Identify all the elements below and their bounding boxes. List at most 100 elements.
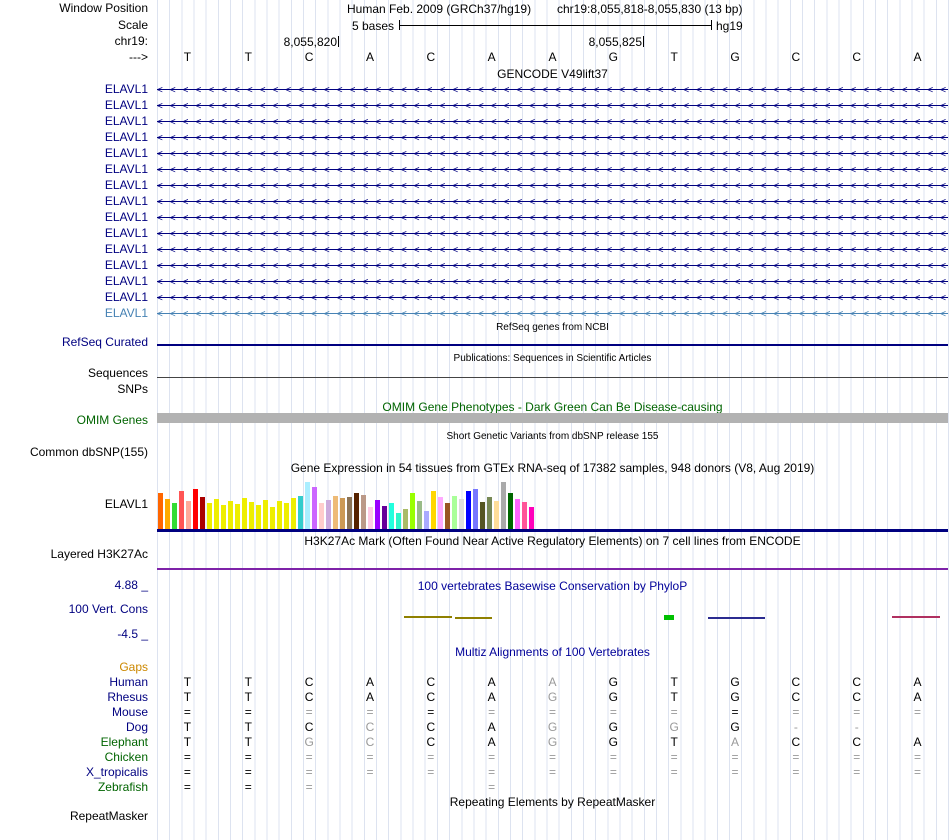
gtex-tissue-bar[interactable] (396, 513, 401, 529)
species-label[interactable]: Zebrafish (97, 780, 148, 794)
gtex-tissue-bar[interactable] (291, 498, 296, 529)
gene-label[interactable]: ELAVL1 (104, 258, 148, 272)
species-label[interactable]: Gaps (119, 660, 148, 674)
species-label[interactable]: Dog (125, 720, 148, 734)
gene-intron-arrows[interactable]: <<<<<<<<<<<<<<<<<<<<<<<<<<<<<<<<<<<<<<<<… (157, 225, 948, 241)
gene-label[interactable]: ELAVL1 (104, 114, 148, 128)
gtex-tissue-bar[interactable] (487, 497, 492, 529)
gene-label[interactable]: ELAVL1 (104, 306, 148, 320)
gene-intron-arrows[interactable]: <<<<<<<<<<<<<<<<<<<<<<<<<<<<<<<<<<<<<<<<… (157, 97, 948, 113)
species-label[interactable]: Human (109, 675, 148, 689)
gtex-tissue-bar[interactable] (508, 493, 513, 529)
gene-intron-arrows[interactable]: <<<<<<<<<<<<<<<<<<<<<<<<<<<<<<<<<<<<<<<<… (157, 305, 948, 321)
gtex-tissue-bar[interactable] (438, 497, 443, 529)
species-label[interactable]: Elephant (100, 735, 148, 749)
gtex-tissue-bar[interactable] (298, 496, 303, 529)
gtex-tissue-bar[interactable] (277, 501, 282, 529)
gtex-tissue-bar[interactable] (431, 491, 436, 529)
species-label[interactable]: Rhesus (107, 690, 148, 704)
gtex-tissue-bar[interactable] (333, 496, 338, 529)
gtex-tissue-bar[interactable] (207, 503, 212, 529)
gene-intron-arrows[interactable]: <<<<<<<<<<<<<<<<<<<<<<<<<<<<<<<<<<<<<<<<… (157, 273, 948, 289)
h3k27ac-label[interactable]: Layered H3K27Ac (50, 547, 148, 561)
gene-intron-arrows[interactable]: <<<<<<<<<<<<<<<<<<<<<<<<<<<<<<<<<<<<<<<<… (157, 129, 948, 145)
gtex-tissue-bar[interactable] (522, 502, 527, 529)
species-label[interactable]: Chicken (104, 750, 148, 764)
gene-label[interactable]: ELAVL1 (104, 274, 148, 288)
gene-label[interactable]: ELAVL1 (104, 98, 148, 112)
gtex-tissue-bar[interactable] (473, 489, 478, 529)
gene-label[interactable]: ELAVL1 (104, 146, 148, 160)
gene-label[interactable]: ELAVL1 (104, 130, 148, 144)
gene-intron-arrows[interactable]: <<<<<<<<<<<<<<<<<<<<<<<<<<<<<<<<<<<<<<<<… (157, 81, 948, 97)
gtex-tissue-bar[interactable] (459, 499, 464, 529)
gtex-tissue-bar[interactable] (305, 482, 310, 529)
refseq-gene-bar[interactable] (157, 344, 948, 346)
gene-label[interactable]: ELAVL1 (104, 162, 148, 176)
h3k27ac-signal-line[interactable] (157, 568, 948, 570)
gtex-tissue-bar[interactable] (172, 503, 177, 529)
gtex-tissue-bar[interactable] (501, 482, 506, 529)
gene-intron-arrows[interactable]: <<<<<<<<<<<<<<<<<<<<<<<<<<<<<<<<<<<<<<<<… (157, 177, 948, 193)
gtex-tissue-bar[interactable] (263, 500, 268, 529)
refseq-curated-label[interactable]: RefSeq Curated (61, 335, 148, 349)
gtex-tissue-bar[interactable] (382, 506, 387, 529)
snps-label[interactable]: SNPs (117, 382, 148, 396)
gtex-gene-label[interactable]: ELAVL1 (104, 497, 148, 511)
gtex-barchart[interactable] (158, 477, 949, 529)
gtex-tissue-bar[interactable] (340, 498, 345, 529)
gtex-tissue-bar[interactable] (158, 493, 163, 529)
repeatmasker-label[interactable]: RepeatMasker (69, 809, 148, 823)
gene-intron-arrows[interactable]: <<<<<<<<<<<<<<<<<<<<<<<<<<<<<<<<<<<<<<<<… (157, 209, 948, 225)
gtex-tissue-bar[interactable] (242, 498, 247, 529)
gtex-tissue-bar[interactable] (529, 507, 534, 529)
gtex-tissue-bar[interactable] (256, 505, 261, 529)
gene-label[interactable]: ELAVL1 (104, 210, 148, 224)
gtex-tissue-bar[interactable] (228, 501, 233, 529)
gtex-tissue-bar[interactable] (445, 503, 450, 529)
gtex-tissue-bar[interactable] (347, 497, 352, 529)
gtex-tissue-bar[interactable] (354, 493, 359, 529)
gtex-tissue-bar[interactable] (403, 509, 408, 529)
species-label[interactable]: Mouse (111, 705, 148, 719)
gtex-tissue-bar[interactable] (284, 503, 289, 529)
gtex-tissue-bar[interactable] (221, 505, 226, 529)
gtex-tissue-bar[interactable] (375, 500, 380, 529)
gene-label[interactable]: ELAVL1 (104, 178, 148, 192)
gtex-tissue-bar[interactable] (417, 501, 422, 529)
gene-label[interactable]: ELAVL1 (104, 242, 148, 256)
gtex-tissue-bar[interactable] (193, 489, 198, 529)
gtex-tissue-bar[interactable] (452, 496, 457, 529)
phylop-track-label[interactable]: 100 Vert. Cons (68, 602, 148, 616)
gene-label[interactable]: ELAVL1 (104, 194, 148, 208)
sequences-label[interactable]: Sequences (87, 366, 148, 380)
dbsnp-label[interactable]: Common dbSNP(155) (29, 445, 148, 459)
gtex-tissue-bar[interactable] (165, 499, 170, 529)
gene-intron-arrows[interactable]: <<<<<<<<<<<<<<<<<<<<<<<<<<<<<<<<<<<<<<<<… (157, 145, 948, 161)
gtex-tissue-bar[interactable] (249, 502, 254, 529)
gtex-tissue-bar[interactable] (410, 493, 415, 529)
gtex-tissue-bar[interactable] (179, 491, 184, 529)
gtex-tissue-bar[interactable] (214, 499, 219, 529)
gtex-tissue-bar[interactable] (515, 499, 520, 529)
gtex-tissue-bar[interactable] (424, 511, 429, 529)
species-label[interactable]: X_tropicalis (85, 765, 148, 779)
gtex-tissue-bar[interactable] (200, 497, 205, 529)
sequences-item-bar[interactable] (157, 377, 948, 378)
gene-label[interactable]: ELAVL1 (104, 226, 148, 240)
gene-intron-arrows[interactable]: <<<<<<<<<<<<<<<<<<<<<<<<<<<<<<<<<<<<<<<<… (157, 193, 948, 209)
gtex-tissue-bar[interactable] (312, 487, 317, 529)
gtex-tissue-bar[interactable] (368, 507, 373, 529)
omim-genes-label[interactable]: OMIM Genes (76, 413, 148, 427)
gene-intron-arrows[interactable]: <<<<<<<<<<<<<<<<<<<<<<<<<<<<<<<<<<<<<<<<… (157, 161, 948, 177)
gtex-tissue-bar[interactable] (270, 507, 275, 529)
gtex-tissue-bar[interactable] (494, 501, 499, 529)
gtex-tissue-bar[interactable] (235, 504, 240, 529)
gene-label[interactable]: ELAVL1 (104, 82, 148, 96)
gene-intron-arrows[interactable]: <<<<<<<<<<<<<<<<<<<<<<<<<<<<<<<<<<<<<<<<… (157, 289, 948, 305)
gtex-tissue-bar[interactable] (319, 503, 324, 529)
gene-label[interactable]: ELAVL1 (104, 290, 148, 304)
gtex-tissue-bar[interactable] (466, 491, 471, 529)
gtex-tissue-bar[interactable] (389, 503, 394, 529)
omim-gene-bar[interactable] (157, 413, 948, 423)
